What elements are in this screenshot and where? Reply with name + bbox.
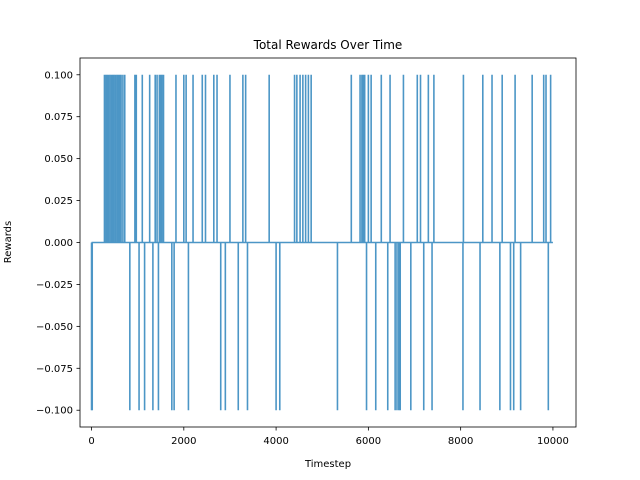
y-tick-label-5: 0.025: [44, 196, 73, 207]
x-tick-label-2: 4000: [263, 436, 288, 447]
y-tick-label-2: −0.050: [36, 322, 73, 333]
y-tick-label-4: 0.000: [44, 238, 73, 249]
y-tick-label-0: −0.100: [36, 406, 73, 417]
y-axis: −0.100 −0.075 −0.050 −0.025 0.000 0.025 0.050 0…: [36, 70, 80, 417]
plot-area: [90, 74, 553, 411]
y-tick-label-6: 0.050: [44, 154, 73, 165]
x-tick-label-0: 0: [88, 436, 94, 447]
x-axis: 0 2000 4000 6000 8000 10000: [88, 427, 569, 447]
y-tick-label-7: 0.075: [44, 112, 73, 123]
x-tick-label-3: 6000: [356, 436, 381, 447]
chart-title: Total Rewards Over Time: [253, 38, 403, 52]
y-tick-label-1: −0.075: [36, 364, 73, 375]
x-tick-label-1: 2000: [171, 436, 196, 447]
x-tick-label-5: 10000: [537, 436, 569, 447]
x-tick-label-4: 8000: [448, 436, 473, 447]
x-axis-label: Timestep: [304, 459, 351, 470]
y-tick-label-3: −0.025: [36, 280, 73, 291]
y-tick-label-8: 0.100: [44, 70, 73, 81]
axes-frame: [79, 57, 577, 428]
y-axis-label: Rewards: [3, 221, 14, 263]
